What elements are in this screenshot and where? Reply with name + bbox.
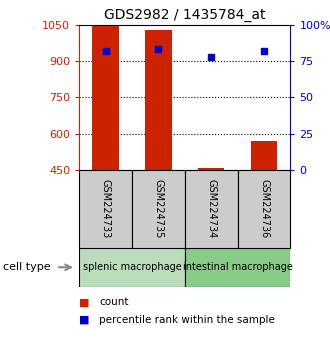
- Text: GSM224733: GSM224733: [101, 179, 111, 239]
- Text: splenic macrophage: splenic macrophage: [82, 262, 182, 272]
- Bar: [79, 248, 185, 287]
- Bar: [79, 170, 132, 248]
- Text: ■: ■: [79, 297, 90, 307]
- Text: count: count: [99, 297, 128, 307]
- Text: intestinal macrophage: intestinal macrophage: [183, 262, 292, 272]
- Bar: [185, 248, 290, 287]
- Bar: [198, 169, 224, 170]
- Text: ■: ■: [79, 315, 90, 325]
- Text: cell type: cell type: [3, 262, 51, 272]
- Bar: [238, 170, 290, 248]
- Bar: [251, 141, 277, 170]
- Bar: [92, 26, 119, 170]
- Text: percentile rank within the sample: percentile rank within the sample: [99, 315, 275, 325]
- Bar: [185, 170, 238, 248]
- Text: GSM224736: GSM224736: [259, 179, 269, 239]
- Title: GDS2982 / 1435784_at: GDS2982 / 1435784_at: [104, 8, 266, 22]
- Text: GSM224734: GSM224734: [206, 179, 216, 239]
- Text: GSM224735: GSM224735: [153, 179, 163, 239]
- Bar: [145, 30, 172, 170]
- Bar: [132, 170, 185, 248]
